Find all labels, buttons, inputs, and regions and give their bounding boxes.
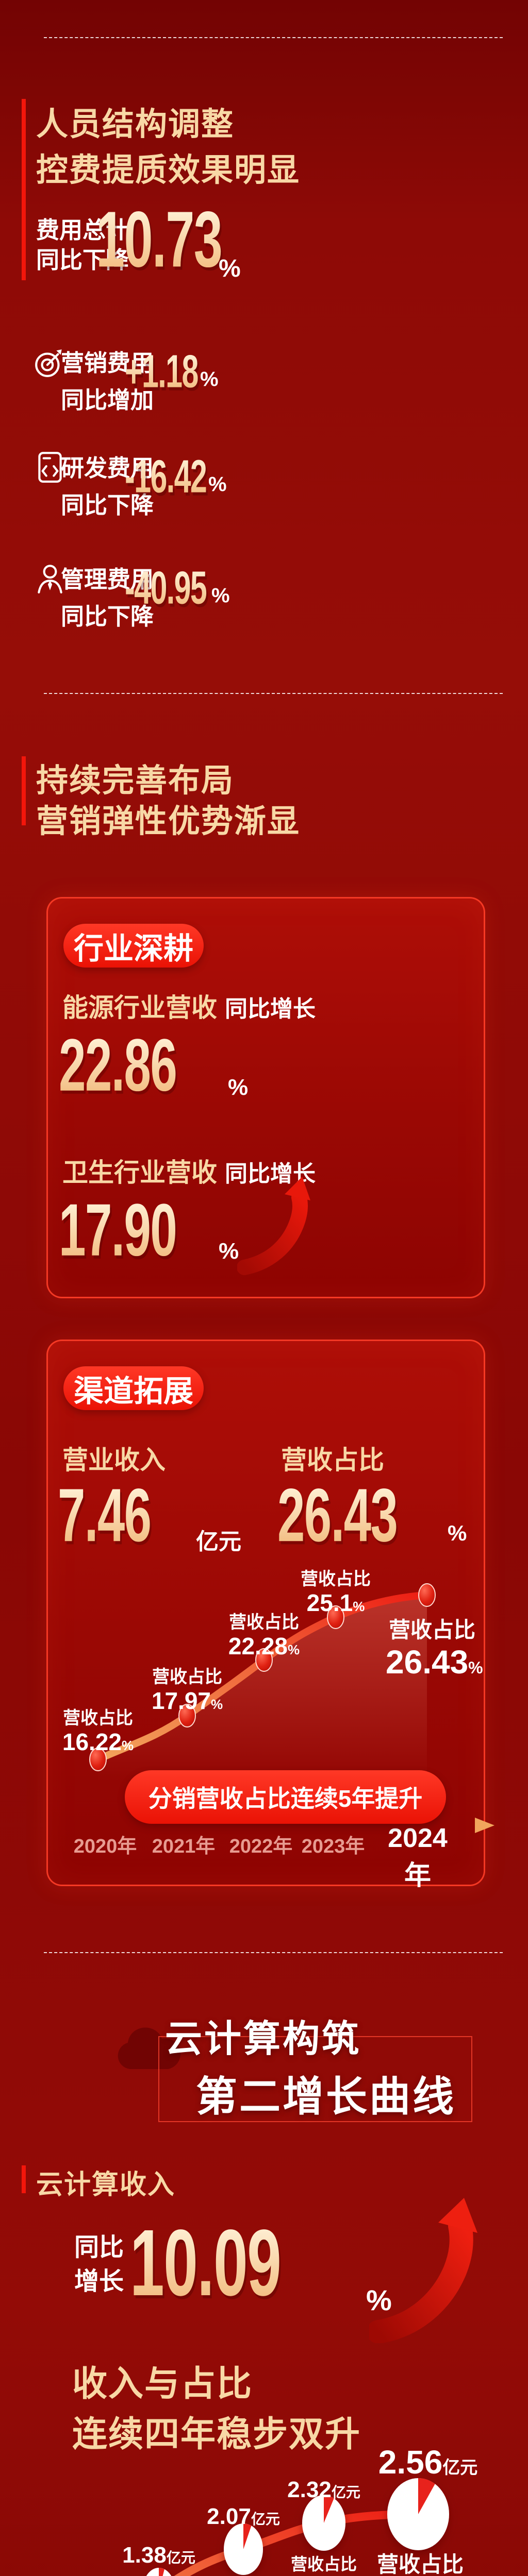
chart1-year-2023: 2023年 (301, 1836, 365, 1857)
expense-item-unit: % (208, 473, 227, 496)
expense-item-trend: 同比下降 (61, 603, 154, 630)
cloud-accent-bar (22, 2165, 26, 2193)
expense-item-name: 管理费用 (61, 566, 154, 592)
industry-stat2-unit: % (219, 1239, 239, 1264)
industry-badge-label: 行业深耕 (73, 931, 193, 965)
chart1-point-title: 营收占比 (63, 1708, 133, 1728)
chart1-point-title: 营收占比 (301, 1569, 371, 1589)
cloud-header: 云计算收入 (36, 2170, 176, 2200)
expense-item-unit: % (200, 368, 219, 391)
big-growth-arrow-icon (367, 2194, 493, 2346)
expense-title-line1: 人员结构调整 (36, 107, 235, 142)
chart1-year-2020: 2020年 (73, 1836, 137, 1857)
expense-item-unit: % (211, 584, 230, 607)
total-expense-label1: 费用总计 (36, 217, 129, 243)
chart2-amount-2024: 2.56亿元 (378, 2444, 478, 2481)
industry-stat2-value: 17.90 (59, 1189, 177, 1272)
channel-callout-text: 分销营收占比连续5年提升 (148, 1785, 423, 1812)
chart1-point-label-2020: 营收占比 16.22% (57, 1708, 139, 1756)
cloud-growth-unit: % (366, 2284, 392, 2316)
chart1-point-title: 营收占比 (152, 1667, 222, 1687)
industry-stat1-value: 22.86 (59, 1024, 177, 1107)
channel-callout-pill: 分销营收占比连续5年提升 (125, 1770, 446, 1824)
expense-item-value: -40.95 (125, 561, 207, 614)
industry-stat1-name: 能源行业营收 (62, 993, 217, 1022)
cloud-icon (112, 2020, 185, 2079)
marketing-title-line1: 持续完善布局 (36, 763, 235, 799)
cloud-title-frame (158, 2036, 472, 2122)
expense-item-name: 研发费用 (61, 455, 154, 481)
chart1-point-label-2021: 营收占比 17.97% (146, 1667, 228, 1715)
channel-badge: 渠道拓展 (63, 1366, 204, 1410)
growth-arrow-icon (237, 1175, 320, 1278)
chart2-amount-2022: 2.07亿元 (207, 2504, 280, 2529)
expense-item-marketing: 营销费用 同比增加 +1.18 % (0, 343, 528, 413)
chart1-point-label-2022: 营收占比 22.28% (223, 1613, 305, 1660)
channel-badge-label: 渠道拓展 (73, 1374, 193, 1408)
industry-stat2-name: 卫生行业营收 (62, 1158, 217, 1187)
chart1-point-label-2023: 营收占比 25.1% (294, 1569, 377, 1617)
channel-share-value: 26.43 (277, 1473, 398, 1557)
channel-revenue-value: 7.46 (58, 1473, 152, 1557)
expense-item-name: 营销费用 (61, 350, 154, 376)
chart1-point-title: 营收占比 (388, 1618, 475, 1642)
cloud-sub-line2: 连续四年稳步双升 (72, 2415, 361, 2454)
section3-divider (44, 1952, 503, 1953)
cloud-trend-line2: 增长 (74, 2268, 124, 2295)
chart2-share-2024: 营收占比 9.06% (376, 2552, 464, 2576)
cloud-growth-value: 10.09 (130, 2210, 282, 2315)
chart2-amount-2023: 2.32亿元 (287, 2477, 360, 2502)
chart1-point-title: 营收占比 (229, 1613, 299, 1632)
cloud-line-chart (146, 2478, 449, 2576)
expense-item-admin: 管理费用 同比下降 -40.95 % (0, 560, 528, 630)
expense-item-trend: 同比下降 (61, 492, 154, 518)
industry-badge: 行业深耕 (63, 924, 204, 968)
channel-share-name: 营收占比 (281, 1446, 384, 1475)
chart2-amount-2021: 1.38亿元 (122, 2543, 195, 2568)
top-divider (44, 37, 503, 38)
channel-revenue-unit: 亿元 (196, 1529, 241, 1554)
total-expense-unit: % (219, 255, 241, 282)
research-icon (33, 450, 67, 487)
expense-item-rd: 研发费用 同比下降 -16.42 % (0, 448, 528, 518)
marketing-title-line2: 营销弹性优势渐显 (36, 804, 301, 839)
chart1-point-label-2024: 营收占比 26.43% (386, 1618, 483, 1681)
channel-share-unit: % (448, 1521, 467, 1545)
expense-item-value: -16.42 (125, 450, 207, 503)
channel-revenue-name: 营业收入 (62, 1446, 166, 1475)
expense-title-line2: 控费提质效果明显 (36, 152, 301, 188)
section2-divider (44, 693, 503, 694)
chart1-year-2022: 2022年 (229, 1836, 293, 1857)
cloud-sub-line1: 收入与占比 (72, 2364, 253, 2403)
marketing-accent-bar (22, 756, 26, 825)
cloud-title-line1: 云计算构筑 (165, 2019, 361, 2060)
chart1-year-2021: 2021年 (152, 1836, 216, 1857)
cloud-title-line2: 第二增长曲线 (196, 2074, 456, 2120)
person-icon (33, 562, 67, 598)
channel-line-chart (34, 1583, 494, 1833)
expense-accent-bar (22, 99, 26, 280)
expense-item-value: +1.18 (125, 345, 199, 398)
chart1-year-2024: 2024年 (388, 1823, 448, 1891)
total-expense-value: 10.73 (96, 195, 223, 284)
chart2-share-2023: 营收占比 7.43% (290, 2555, 357, 2576)
cloud-trend-line1: 同比 (74, 2234, 124, 2261)
industry-stat1-trend: 同比增长 (225, 996, 316, 1022)
target-icon (33, 345, 67, 382)
total-expense-label2: 同比下降 (36, 247, 129, 273)
expense-item-trend: 同比增加 (61, 387, 154, 413)
industry-stat1-unit: % (228, 1075, 249, 1100)
